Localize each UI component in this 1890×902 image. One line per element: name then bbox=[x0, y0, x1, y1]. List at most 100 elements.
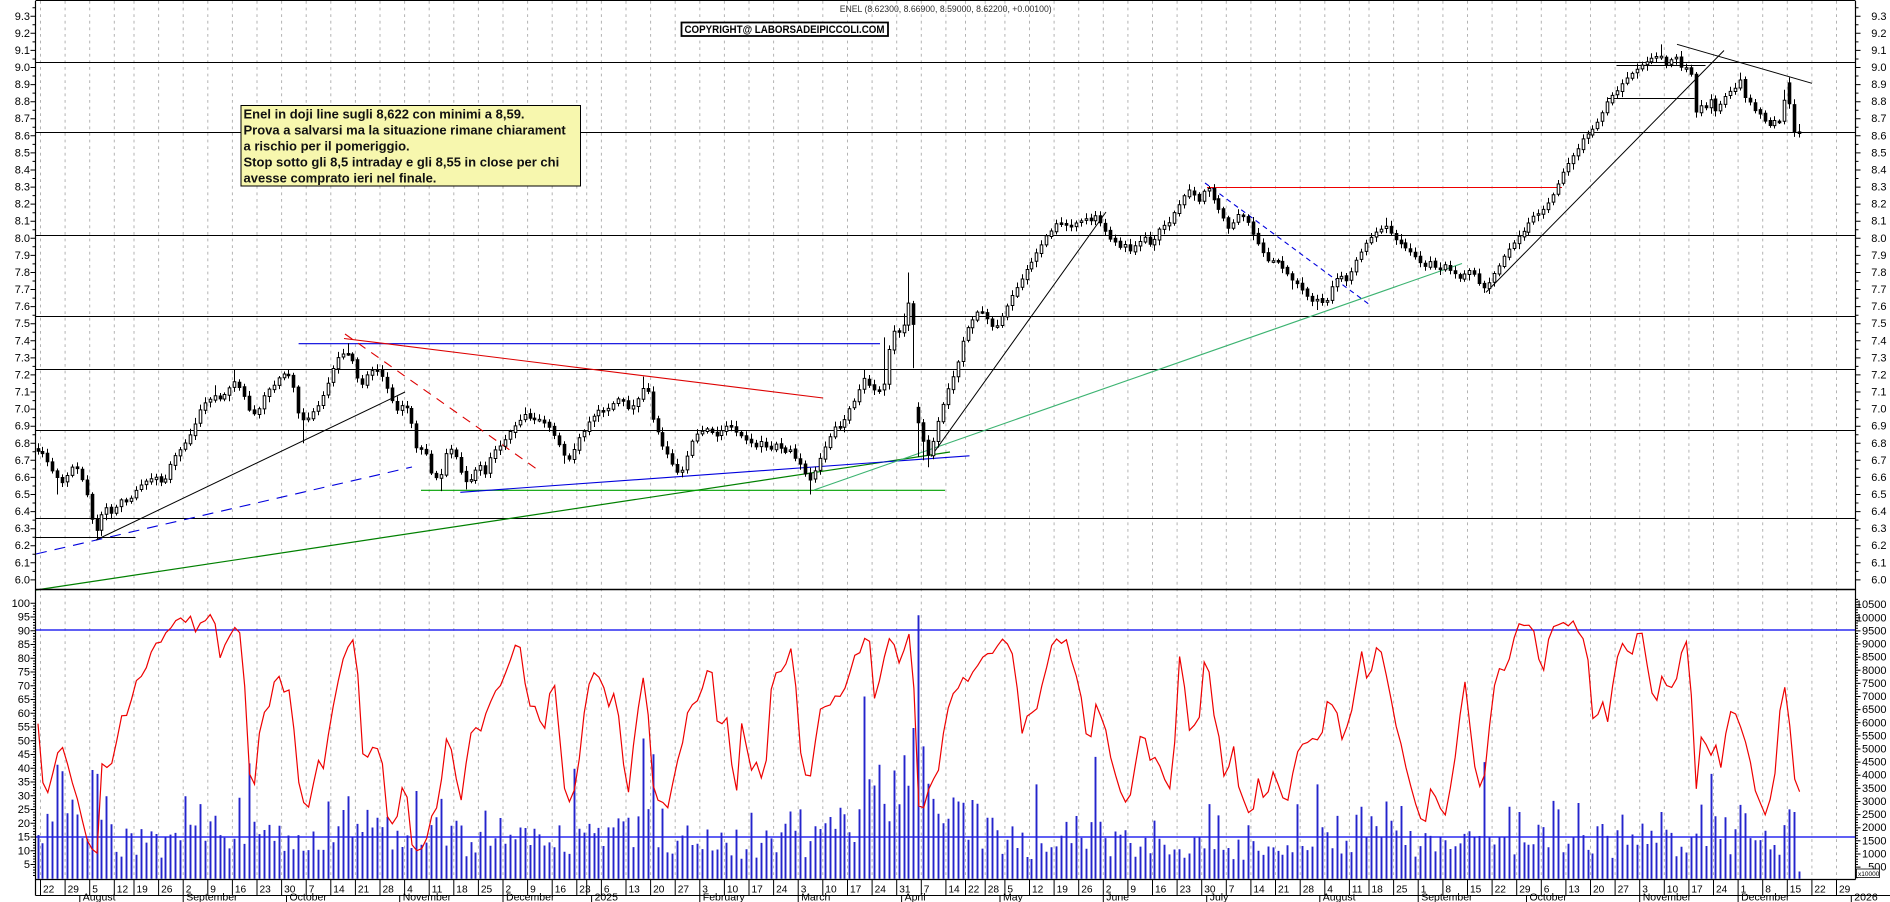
svg-text:2026: 2026 bbox=[1854, 892, 1878, 902]
svg-text:August: August bbox=[1323, 892, 1356, 902]
svg-text:2500: 2500 bbox=[1862, 809, 1886, 821]
svg-text:August: August bbox=[83, 892, 116, 902]
svg-text:40: 40 bbox=[18, 763, 30, 775]
svg-text:8.0: 8.0 bbox=[15, 233, 30, 245]
svg-text:8.8: 8.8 bbox=[1871, 96, 1886, 108]
svg-text:6.0: 6.0 bbox=[1871, 574, 1886, 586]
svg-text:June: June bbox=[1106, 892, 1129, 902]
svg-text:9.3: 9.3 bbox=[1871, 11, 1886, 23]
svg-text:8: 8 bbox=[1765, 885, 1771, 896]
svg-text:28: 28 bbox=[988, 885, 1000, 896]
svg-text:9.1: 9.1 bbox=[15, 45, 30, 57]
svg-text:9: 9 bbox=[1130, 885, 1136, 896]
svg-text:November: November bbox=[1643, 892, 1692, 902]
svg-text:24: 24 bbox=[875, 885, 887, 896]
svg-text:October: October bbox=[290, 892, 328, 902]
svg-text:7500: 7500 bbox=[1862, 678, 1886, 690]
svg-text:3500: 3500 bbox=[1862, 783, 1886, 795]
svg-text:10: 10 bbox=[825, 885, 837, 896]
svg-text:6.2: 6.2 bbox=[1871, 540, 1886, 552]
svg-text:18: 18 bbox=[456, 885, 468, 896]
svg-text:6: 6 bbox=[1544, 885, 1550, 896]
svg-text:6.3: 6.3 bbox=[1871, 523, 1886, 535]
svg-text:8.4: 8.4 bbox=[1871, 165, 1886, 177]
svg-text:10: 10 bbox=[727, 885, 739, 896]
svg-text:6.7: 6.7 bbox=[1871, 455, 1886, 467]
svg-text:20: 20 bbox=[18, 818, 30, 830]
svg-text:6.4: 6.4 bbox=[1871, 506, 1886, 518]
svg-text:6.9: 6.9 bbox=[1871, 421, 1886, 433]
svg-text:9.3: 9.3 bbox=[15, 11, 30, 23]
svg-text:90: 90 bbox=[18, 625, 30, 637]
svg-text:65: 65 bbox=[18, 694, 30, 706]
svg-text:50: 50 bbox=[18, 735, 30, 747]
svg-text:COPYRIGHT@ LABORSADEIPICCOLI.C: COPYRIGHT@ LABORSADEIPICCOLI.COM bbox=[685, 24, 885, 36]
svg-text:9.0: 9.0 bbox=[15, 62, 30, 74]
svg-text:1000: 1000 bbox=[1862, 849, 1886, 861]
svg-text:6500: 6500 bbox=[1862, 704, 1886, 716]
svg-text:16: 16 bbox=[1155, 885, 1167, 896]
svg-text:20: 20 bbox=[1593, 885, 1605, 896]
svg-text:6.3: 6.3 bbox=[15, 523, 30, 535]
svg-text:6.5: 6.5 bbox=[15, 489, 30, 501]
svg-text:5500: 5500 bbox=[1862, 730, 1886, 742]
svg-text:7.3: 7.3 bbox=[1871, 352, 1886, 364]
svg-text:March: March bbox=[801, 892, 830, 902]
svg-text:6.8: 6.8 bbox=[1871, 438, 1886, 450]
svg-text:4000: 4000 bbox=[1862, 770, 1886, 782]
svg-text:8: 8 bbox=[1445, 885, 1451, 896]
svg-text:a rischio per il pomeriggio.: a rischio per il pomeriggio. bbox=[244, 139, 410, 154]
svg-text:28: 28 bbox=[1303, 885, 1315, 896]
svg-text:7.6: 7.6 bbox=[1871, 301, 1886, 313]
svg-text:31: 31 bbox=[899, 885, 911, 896]
svg-text:7.7: 7.7 bbox=[1871, 284, 1886, 296]
svg-text:17: 17 bbox=[752, 885, 764, 896]
svg-text:December: December bbox=[1741, 892, 1790, 902]
svg-text:7.0: 7.0 bbox=[1871, 404, 1886, 416]
svg-text:Prova a salvarsi ma la situazi: Prova a salvarsi ma la situazione rimane… bbox=[244, 123, 567, 138]
svg-text:6.2: 6.2 bbox=[15, 540, 30, 552]
svg-text:7.6: 7.6 bbox=[15, 301, 30, 313]
svg-text:95: 95 bbox=[18, 612, 30, 624]
svg-text:35: 35 bbox=[18, 777, 30, 789]
svg-text:1: 1 bbox=[1421, 885, 1427, 896]
svg-text:25: 25 bbox=[18, 804, 30, 816]
svg-text:September: September bbox=[1421, 892, 1473, 902]
svg-text:23: 23 bbox=[579, 885, 591, 896]
svg-text:20: 20 bbox=[653, 885, 665, 896]
svg-text:8.8: 8.8 bbox=[15, 96, 30, 108]
svg-text:6000: 6000 bbox=[1862, 717, 1886, 729]
svg-text:14: 14 bbox=[948, 885, 960, 896]
svg-text:17: 17 bbox=[1691, 885, 1703, 896]
svg-text:8.7: 8.7 bbox=[1871, 113, 1886, 125]
svg-text:10000: 10000 bbox=[1856, 612, 1887, 624]
svg-text:12: 12 bbox=[1032, 885, 1044, 896]
svg-text:10500: 10500 bbox=[1856, 599, 1887, 611]
svg-text:9.0: 9.0 bbox=[1871, 62, 1886, 74]
svg-text:6.4: 6.4 bbox=[15, 506, 30, 518]
svg-text:21: 21 bbox=[1278, 885, 1290, 896]
svg-text:5: 5 bbox=[24, 859, 30, 871]
svg-text:9.2: 9.2 bbox=[1871, 28, 1886, 40]
svg-text:6.1: 6.1 bbox=[15, 557, 30, 569]
svg-text:15: 15 bbox=[1470, 885, 1482, 896]
svg-text:Enel in doji line sugli 8,622: Enel in doji line sugli 8,622 con minimi… bbox=[244, 107, 525, 122]
svg-text:7.2: 7.2 bbox=[15, 369, 30, 381]
svg-text:22: 22 bbox=[1495, 885, 1507, 896]
svg-text:8.4: 8.4 bbox=[15, 165, 30, 177]
svg-text:45: 45 bbox=[18, 749, 30, 761]
svg-text:13: 13 bbox=[1568, 885, 1580, 896]
svg-text:3: 3 bbox=[1642, 885, 1648, 896]
svg-text:8.9: 8.9 bbox=[15, 79, 30, 91]
svg-text:8.2: 8.2 bbox=[15, 199, 30, 211]
svg-text:October: October bbox=[1530, 892, 1568, 902]
svg-text:8000: 8000 bbox=[1862, 665, 1886, 677]
svg-text:27: 27 bbox=[1618, 885, 1630, 896]
svg-text:26: 26 bbox=[161, 885, 173, 896]
svg-text:September: September bbox=[186, 892, 238, 902]
svg-text:7: 7 bbox=[1229, 885, 1235, 896]
svg-text:18: 18 bbox=[1372, 885, 1384, 896]
svg-text:13: 13 bbox=[629, 885, 641, 896]
svg-text:8.3: 8.3 bbox=[1871, 182, 1886, 194]
svg-text:14: 14 bbox=[333, 885, 345, 896]
